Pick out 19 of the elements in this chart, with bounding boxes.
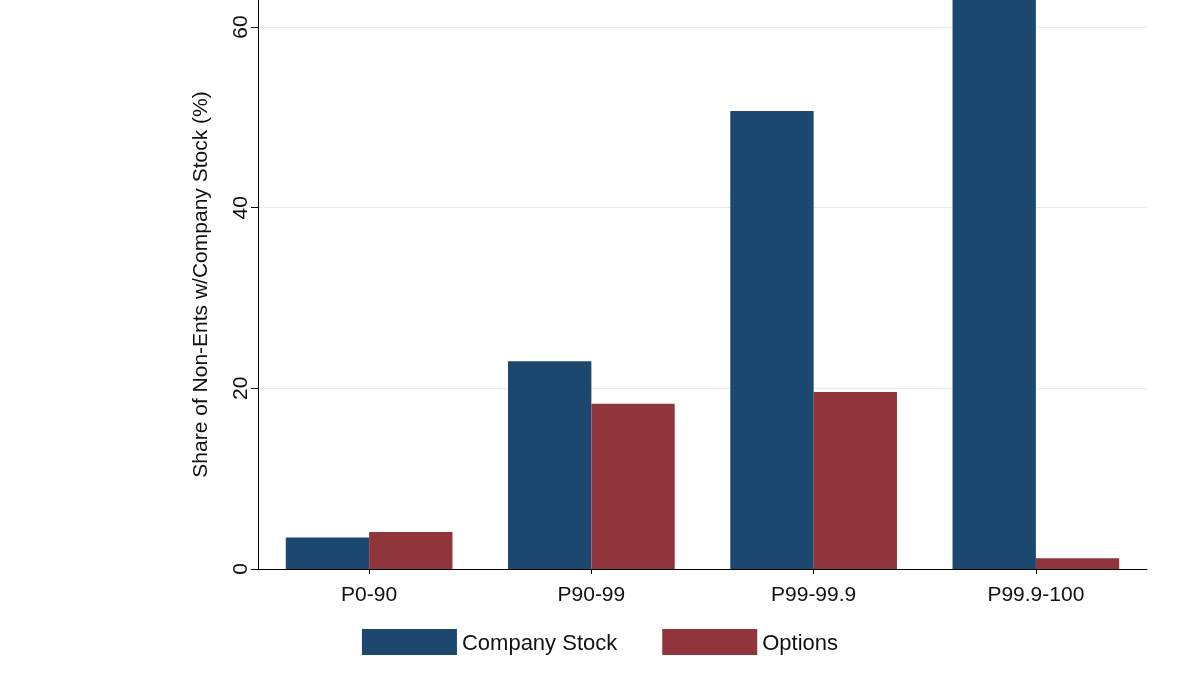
x-tick-label: P99-99.9 (771, 582, 857, 605)
y-tick-label: 40 (228, 196, 251, 220)
bar (1035, 558, 1120, 569)
y-axis-title: Share of Non-Ents w/Company Stock (%) (188, 91, 211, 478)
y-tick-label: 20 (228, 376, 251, 401)
x-tick-label: P90-99 (557, 582, 626, 605)
bar (730, 111, 814, 569)
x-tick-label: P0-90 (341, 582, 398, 605)
bar (591, 403, 675, 569)
bar (813, 391, 897, 569)
y-tick-label: 60 (228, 15, 251, 39)
bar (508, 361, 592, 569)
bar (285, 537, 370, 569)
bar (369, 531, 453, 569)
x-tick-label: P99.9-100 (987, 582, 1085, 605)
legend-label: Company Stock (461, 629, 619, 655)
bar (952, 0, 1036, 569)
legend-label: Options (762, 629, 839, 655)
y-tick-label: 0 (228, 563, 251, 575)
